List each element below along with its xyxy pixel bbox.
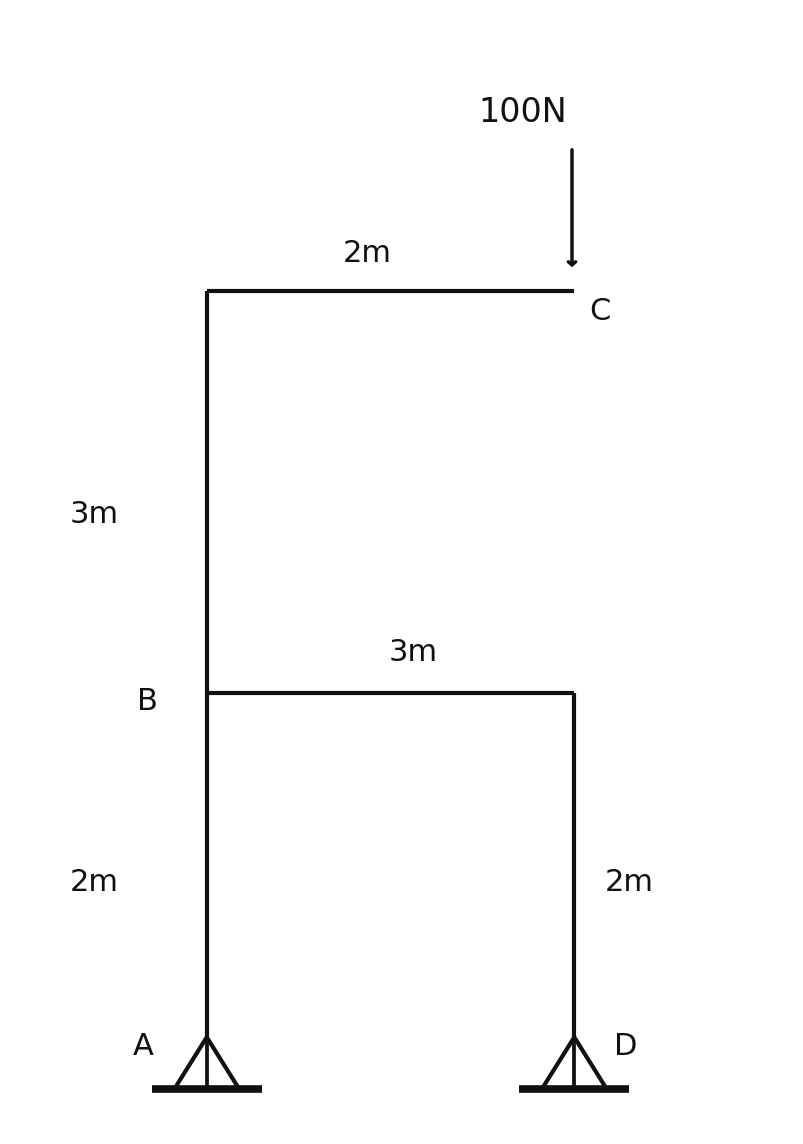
Text: 3m: 3m [70,500,119,529]
Text: C: C [588,296,609,326]
Text: 100N: 100N [478,96,566,129]
Text: B: B [137,688,157,716]
Text: 2m: 2m [70,867,119,897]
Text: D: D [613,1032,637,1060]
Text: 3m: 3m [389,638,438,667]
Text: A: A [133,1032,154,1060]
Text: 2m: 2m [604,867,653,897]
Text: 2m: 2m [343,239,392,269]
